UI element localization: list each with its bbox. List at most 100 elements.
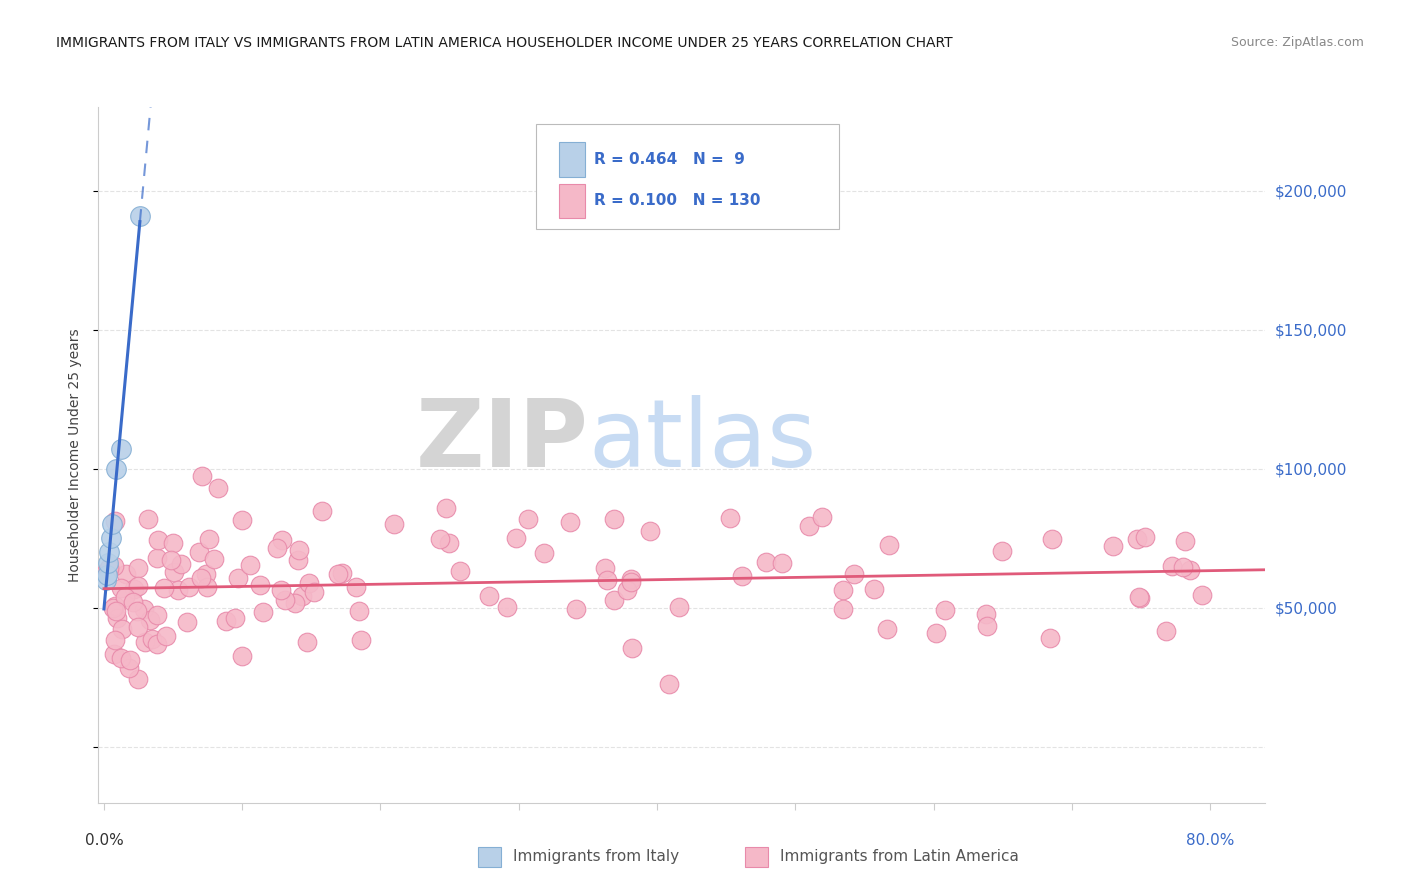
Point (127, 672, 149, 686)
Point (127, 604, 149, 618)
Point (311, 504, 333, 518)
Point (505, 531, 527, 545)
Point (231, 649, 253, 664)
Point (104, 462, 127, 476)
Point (934, 603, 956, 617)
Point (437, 536, 460, 550)
Point (105, 611, 128, 625)
Point (658, 677, 681, 691)
Text: 80.0%: 80.0% (1185, 833, 1234, 848)
Point (202, 551, 225, 566)
Point (1191, 588, 1213, 602)
Point (103, 558, 125, 573)
Point (620, 575, 643, 590)
Point (134, 635, 156, 649)
Point (810, 509, 832, 524)
Point (1180, 563, 1202, 577)
FancyBboxPatch shape (560, 142, 585, 177)
Point (96, 567, 118, 582)
Point (110, 582, 132, 596)
Text: R = 0.464   N =  9: R = 0.464 N = 9 (595, 152, 745, 167)
Point (146, 608, 169, 623)
Point (1156, 624, 1178, 638)
Point (97, 566, 120, 580)
Point (349, 604, 371, 618)
Point (797, 519, 820, 533)
Point (718, 511, 741, 525)
Point (100, 532, 122, 546)
Point (153, 581, 176, 595)
Point (114, 590, 136, 604)
Point (190, 570, 212, 584)
Point (284, 596, 307, 610)
Point (287, 552, 309, 566)
Point (620, 641, 643, 656)
Point (302, 585, 325, 599)
Point (110, 442, 132, 457)
Point (187, 545, 209, 559)
Point (842, 566, 865, 581)
Point (326, 566, 349, 581)
Point (191, 469, 214, 483)
Text: IMMIGRANTS FROM ITALY VS IMMIGRANTS FROM LATIN AMERICA HOUSEHOLDER INCOME UNDER : IMMIGRANTS FROM ITALY VS IMMIGRANTS FROM… (56, 36, 953, 50)
Point (228, 571, 250, 585)
Point (97, 557, 120, 571)
Point (94, 573, 117, 587)
Point (122, 582, 145, 597)
Point (382, 517, 405, 532)
Text: Immigrants from Italy: Immigrants from Italy (513, 849, 679, 863)
Point (731, 569, 754, 583)
Point (295, 635, 318, 649)
Point (1133, 530, 1156, 544)
Point (603, 592, 626, 607)
Point (104, 599, 127, 613)
Point (330, 566, 353, 580)
Point (170, 557, 193, 571)
Point (162, 535, 184, 549)
Point (117, 661, 139, 675)
Point (114, 567, 136, 582)
Point (195, 580, 218, 594)
Point (145, 637, 167, 651)
Point (478, 589, 501, 603)
Point (991, 544, 1014, 558)
FancyBboxPatch shape (536, 124, 839, 229)
Point (215, 614, 238, 628)
Point (118, 653, 141, 667)
Point (136, 511, 159, 525)
Point (976, 607, 998, 621)
Point (249, 578, 271, 592)
Point (270, 582, 292, 597)
Point (104, 514, 127, 528)
Point (449, 564, 471, 578)
Point (1128, 590, 1150, 604)
Point (668, 600, 690, 615)
Point (638, 524, 661, 538)
Point (105, 604, 128, 618)
Point (291, 589, 314, 603)
Point (876, 622, 898, 636)
Point (252, 605, 274, 619)
Point (231, 513, 253, 527)
Point (111, 622, 134, 636)
Point (194, 567, 217, 582)
Point (141, 632, 163, 647)
Point (127, 619, 149, 633)
Point (271, 533, 294, 547)
Point (976, 618, 998, 632)
Text: R = 0.100   N = 130: R = 0.100 N = 130 (595, 194, 761, 209)
Point (434, 500, 457, 515)
Point (266, 541, 288, 555)
Point (877, 538, 900, 552)
Point (496, 599, 519, 614)
Point (350, 632, 373, 647)
Text: 0.0%: 0.0% (84, 833, 124, 848)
Point (558, 515, 581, 529)
Text: Source: ZipAtlas.com: Source: ZipAtlas.com (1230, 36, 1364, 49)
Text: atlas: atlas (589, 395, 817, 487)
Point (132, 601, 155, 615)
Point (224, 611, 246, 625)
Point (159, 553, 181, 567)
Point (1126, 532, 1149, 546)
Point (139, 613, 162, 627)
